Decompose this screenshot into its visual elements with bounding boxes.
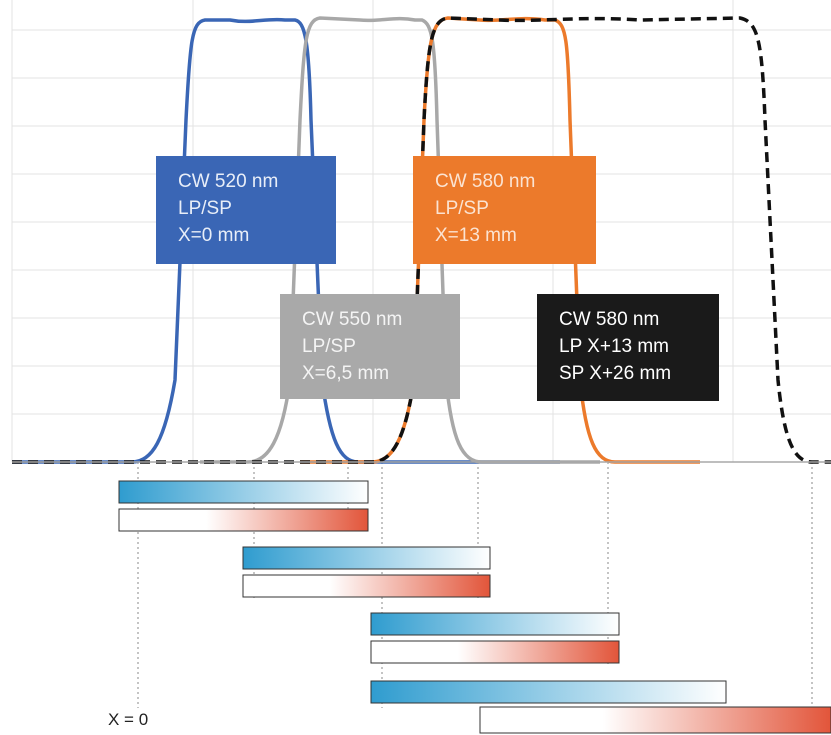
- series-curve-550: [200, 16, 600, 464]
- label-cw580-lp-sp: CW 580 nm LP X+13 mm SP X+26 mm: [537, 294, 719, 401]
- origin-label: X = 0: [108, 710, 149, 729]
- label-line: LP/SP: [435, 198, 489, 219]
- label-cw550: CW 550 nm LP/SP X=6,5 mm: [280, 294, 460, 399]
- filter-bars: [118, 480, 831, 734]
- label-line: CW 550 nm: [302, 309, 403, 330]
- bar-sp-580: [370, 640, 620, 664]
- label-line: X=6,5 mm: [302, 363, 390, 384]
- bar-lp-520: [118, 480, 369, 504]
- label-line: LP X+13 mm: [559, 336, 670, 357]
- bar-lp-580-x13: [370, 680, 727, 704]
- label-line: CW 580 nm: [435, 171, 536, 192]
- label-line: SP X+26 mm: [559, 363, 672, 384]
- label-line: CW 580 nm: [559, 309, 660, 330]
- label-line: LP/SP: [178, 198, 232, 219]
- bar-lp-550: [242, 546, 491, 570]
- bar-sp-550: [242, 574, 491, 598]
- label-cw520: CW 520 nm LP/SP X=0 mm: [156, 156, 336, 264]
- bar-sp-520: [118, 508, 369, 532]
- series-curve-580-lp-sp: [12, 16, 831, 464]
- bar-sp-580-x26: [479, 706, 831, 734]
- label-line: X=13 mm: [435, 225, 517, 246]
- label-line: LP/SP: [302, 336, 356, 357]
- bar-lp-580: [370, 612, 620, 636]
- label-cw580: CW 580 nm LP/SP X=13 mm: [413, 156, 596, 264]
- label-line: CW 520 nm: [178, 171, 279, 192]
- label-line: X=0 mm: [178, 225, 250, 246]
- series-curve-520: [12, 17, 560, 464]
